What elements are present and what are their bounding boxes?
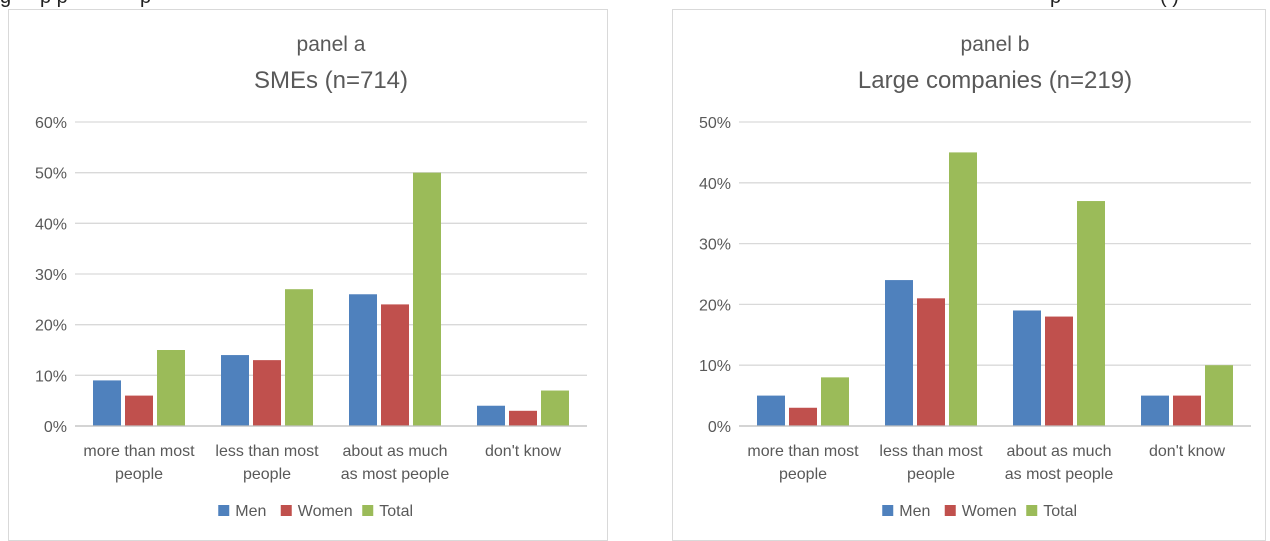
bar-total-2	[413, 172, 441, 426]
y-tick-label: 50%	[699, 115, 731, 132]
svg-text:g: g	[0, 0, 11, 8]
y-tick-label: 10%	[35, 368, 67, 385]
chart-title: SMEs (n=714)	[254, 67, 408, 94]
y-tick-label: 0%	[44, 419, 67, 436]
bar-women-3	[1173, 395, 1201, 426]
bar-men-2	[1013, 310, 1041, 426]
bar-women-3	[509, 410, 537, 426]
bar-total-0	[157, 350, 185, 426]
bar-women-2	[1045, 316, 1073, 426]
y-tick-label: 40%	[35, 216, 67, 233]
x-tick-label: as most people	[341, 466, 450, 483]
bar-women-1	[253, 360, 281, 426]
x-tick-label: less than most	[215, 443, 319, 460]
x-tick-label: people	[907, 466, 955, 483]
y-tick-label: 40%	[699, 176, 731, 193]
x-tick-label: more than most	[747, 443, 859, 460]
x-tick-label: as most people	[1005, 466, 1114, 483]
bar-total-1	[949, 152, 977, 426]
bar-men-3	[1141, 395, 1169, 426]
legend-swatch-men	[218, 505, 230, 516]
y-tick-label: 20%	[35, 318, 67, 335]
x-tick-label: about as much	[1007, 443, 1112, 460]
bar-men-0	[757, 395, 785, 426]
bar-women-0	[125, 395, 153, 426]
bar-men-2	[349, 294, 377, 426]
legend-label-men: Men	[235, 503, 266, 520]
chart-title: Large companies (n=219)	[858, 67, 1132, 94]
bar-total-3	[1205, 365, 1233, 426]
svg-text:p p: p p	[40, 0, 68, 8]
legend-label-men: Men	[899, 503, 930, 520]
panel-label: panel a	[297, 33, 366, 56]
bar-women-0	[789, 407, 817, 426]
svg-text:p: p	[1050, 0, 1061, 8]
panel-label: panel b	[961, 33, 1030, 56]
chart-panel-a: panel a SMEs (n=714) 0% 10% 20% 30% 40% 50% 60% m…	[8, 9, 608, 541]
svg-text:p: p	[140, 0, 151, 8]
x-tick-label: about as much	[343, 443, 448, 460]
bar-total-2	[1077, 201, 1105, 426]
bar-men-0	[93, 380, 121, 426]
legend-label-women: Women	[962, 503, 1017, 520]
bar-women-1	[917, 298, 945, 426]
bar-total-0	[821, 377, 849, 426]
legend-swatch-women	[280, 505, 292, 516]
x-tick-label: more than most	[83, 443, 195, 460]
x-tick-label: people	[243, 466, 291, 483]
chart-panel-b: panel b Large companies (n=219) 0% 10% 20% 30…	[672, 9, 1266, 541]
legend-swatch-total	[362, 505, 374, 516]
legend-swatch-women	[944, 505, 956, 516]
x-tick-label: less than most	[879, 443, 983, 460]
y-tick-label: 50%	[35, 166, 67, 183]
y-tick-label: 30%	[35, 267, 67, 284]
x-tick-label: people	[779, 466, 827, 483]
legend-swatch-men	[882, 505, 894, 516]
legend-label-total: Total	[1043, 503, 1077, 520]
y-tick-label: 20%	[699, 297, 731, 314]
y-tick-label: 60%	[35, 115, 67, 132]
bar-total-3	[541, 390, 569, 426]
figure-caption-cropped: g p p p p ( )	[0, 0, 1270, 9]
y-tick-label: 0%	[708, 419, 731, 436]
y-tick-label: 10%	[699, 358, 731, 375]
legend-swatch-total	[1026, 505, 1038, 516]
bar-men-1	[221, 355, 249, 426]
bar-total-1	[285, 289, 313, 426]
legend-label-total: Total	[379, 503, 413, 520]
y-tick-label: 30%	[699, 237, 731, 254]
bar-women-2	[381, 304, 409, 426]
x-tick-label: people	[115, 466, 163, 483]
x-tick-label: don't know	[485, 443, 561, 460]
x-tick-label: don't know	[1149, 443, 1225, 460]
legend-label-women: Women	[298, 503, 353, 520]
bar-men-3	[477, 405, 505, 426]
bar-men-1	[885, 280, 913, 426]
svg-text:( ): ( )	[1160, 0, 1179, 8]
